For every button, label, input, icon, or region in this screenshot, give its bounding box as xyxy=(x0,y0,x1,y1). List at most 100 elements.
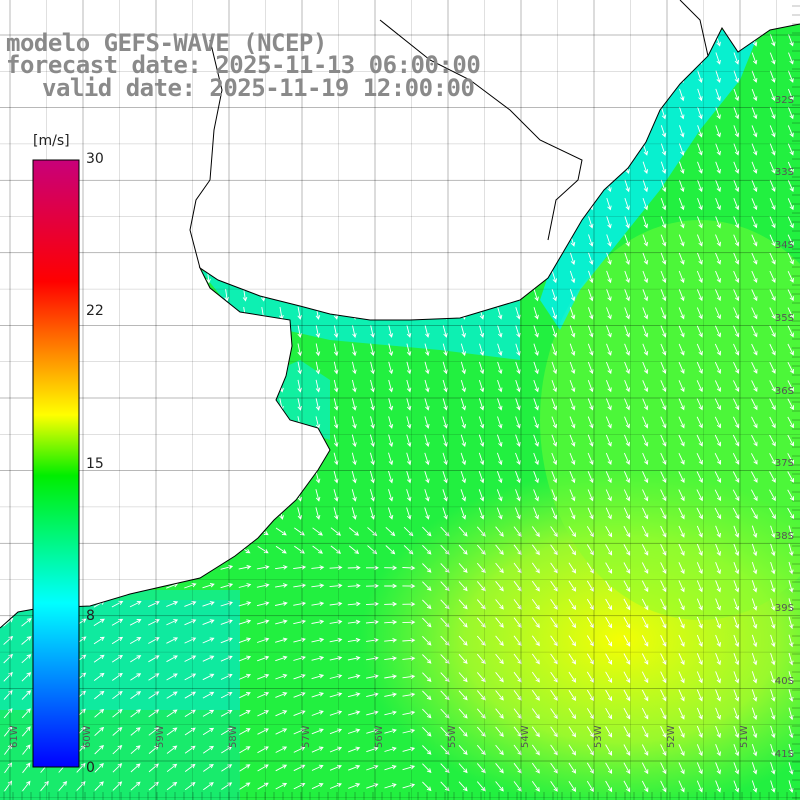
wind-arrow xyxy=(641,653,649,665)
wind-arrow xyxy=(96,124,102,138)
wind-arrow xyxy=(5,325,11,339)
wind-arrow xyxy=(130,745,141,755)
wind-arrow xyxy=(260,325,266,339)
wind-arrow xyxy=(476,763,486,774)
wind-arrow xyxy=(133,343,139,357)
wind-arrow xyxy=(696,634,703,647)
wind-arrow xyxy=(550,562,558,574)
wind-arrow xyxy=(24,507,29,521)
wind-arrow xyxy=(260,161,266,175)
wind-arrow xyxy=(751,179,758,193)
wind-arrow xyxy=(333,325,339,339)
wind-arrow xyxy=(476,526,486,537)
wind-arrow xyxy=(569,507,576,520)
wind-arrow xyxy=(568,617,577,629)
wind-arrow xyxy=(97,489,102,502)
wind-arrow xyxy=(261,489,266,502)
wind-arrow xyxy=(293,673,306,680)
wind-arrow xyxy=(606,143,612,156)
wind-arrow xyxy=(112,672,123,681)
wind-arrow xyxy=(166,601,179,607)
wind-arrow xyxy=(476,781,486,792)
wind-arrow xyxy=(568,544,577,556)
wind-arrow xyxy=(642,398,649,411)
wind-arrow xyxy=(220,655,233,662)
wind-arrow xyxy=(275,655,288,662)
wind-arrow xyxy=(188,361,193,375)
wind-arrow xyxy=(624,380,630,393)
wind-arrow xyxy=(476,544,486,555)
wind-arrow xyxy=(224,288,230,302)
wind-arrow xyxy=(151,325,157,339)
wind-arrow xyxy=(329,674,343,679)
wind-arrow xyxy=(461,252,466,266)
wind-arrow xyxy=(496,452,503,466)
wind-arrow xyxy=(148,600,160,608)
wind-arrow xyxy=(586,562,594,574)
wind-arrow xyxy=(641,707,649,720)
wind-arrow xyxy=(497,270,503,284)
wind-arrow xyxy=(733,198,740,211)
wind-arrow xyxy=(478,507,485,520)
wind-arrow xyxy=(315,507,321,520)
wind-arrow xyxy=(515,452,521,466)
wind-arrow xyxy=(678,434,685,447)
latitude-label: 32S xyxy=(774,95,794,106)
wind-arrow xyxy=(24,343,29,357)
wind-arrow xyxy=(133,306,138,320)
coastline xyxy=(0,23,800,629)
wind-arrow xyxy=(370,234,375,248)
wind-arrow xyxy=(422,563,432,573)
wind-arrow xyxy=(733,780,740,793)
wind-arrow xyxy=(151,306,157,320)
wind-arrow xyxy=(715,270,721,283)
wind-arrow xyxy=(78,416,84,430)
wind-arrow xyxy=(242,179,248,193)
wind-arrow xyxy=(460,434,467,447)
wind-arrow xyxy=(551,325,558,338)
wind-arrow xyxy=(696,453,703,465)
wind-arrow xyxy=(660,325,667,338)
wind-arrow xyxy=(587,398,594,411)
wind-arrow xyxy=(403,526,414,537)
wind-arrow xyxy=(115,397,120,411)
wind-arrow xyxy=(624,343,630,356)
wind-arrow xyxy=(770,762,776,775)
wind-arrow xyxy=(552,88,557,102)
wind-arrow xyxy=(696,653,703,666)
wind-arrow xyxy=(788,598,794,611)
wind-arrow xyxy=(551,143,557,156)
wind-arrow xyxy=(497,234,503,247)
wind-arrow xyxy=(242,288,248,302)
wind-arrow xyxy=(788,616,794,630)
wind-arrow xyxy=(275,619,288,625)
wind-arrow xyxy=(787,398,794,411)
wind-arrow xyxy=(476,599,486,610)
wind-arrow xyxy=(495,562,504,574)
wind-arrow xyxy=(261,379,266,393)
wind-arrow xyxy=(496,489,503,502)
wind-arrow xyxy=(715,234,721,247)
wind-arrow xyxy=(78,252,84,266)
wind-arrow xyxy=(569,270,576,284)
latitude-label: 40S xyxy=(774,676,794,687)
wind-arrow xyxy=(515,489,521,502)
wind-arrow xyxy=(515,179,521,193)
wind-arrow xyxy=(239,710,251,717)
wind-arrow xyxy=(586,598,594,611)
wind-arrow xyxy=(787,361,794,374)
wind-arrow xyxy=(238,583,252,588)
wind-arrow xyxy=(586,744,594,756)
wind-arrow xyxy=(642,234,649,247)
wind-arrow xyxy=(370,343,375,357)
wind-arrow xyxy=(733,307,740,320)
wind-arrow xyxy=(495,526,504,537)
wind-arrow xyxy=(751,325,758,338)
wind-arrow xyxy=(351,125,357,138)
wind-arrow xyxy=(388,325,394,338)
wind-arrow xyxy=(697,161,703,174)
wind-arrow xyxy=(242,398,248,411)
wind-arrow xyxy=(770,652,776,666)
wind-arrow xyxy=(788,725,794,739)
